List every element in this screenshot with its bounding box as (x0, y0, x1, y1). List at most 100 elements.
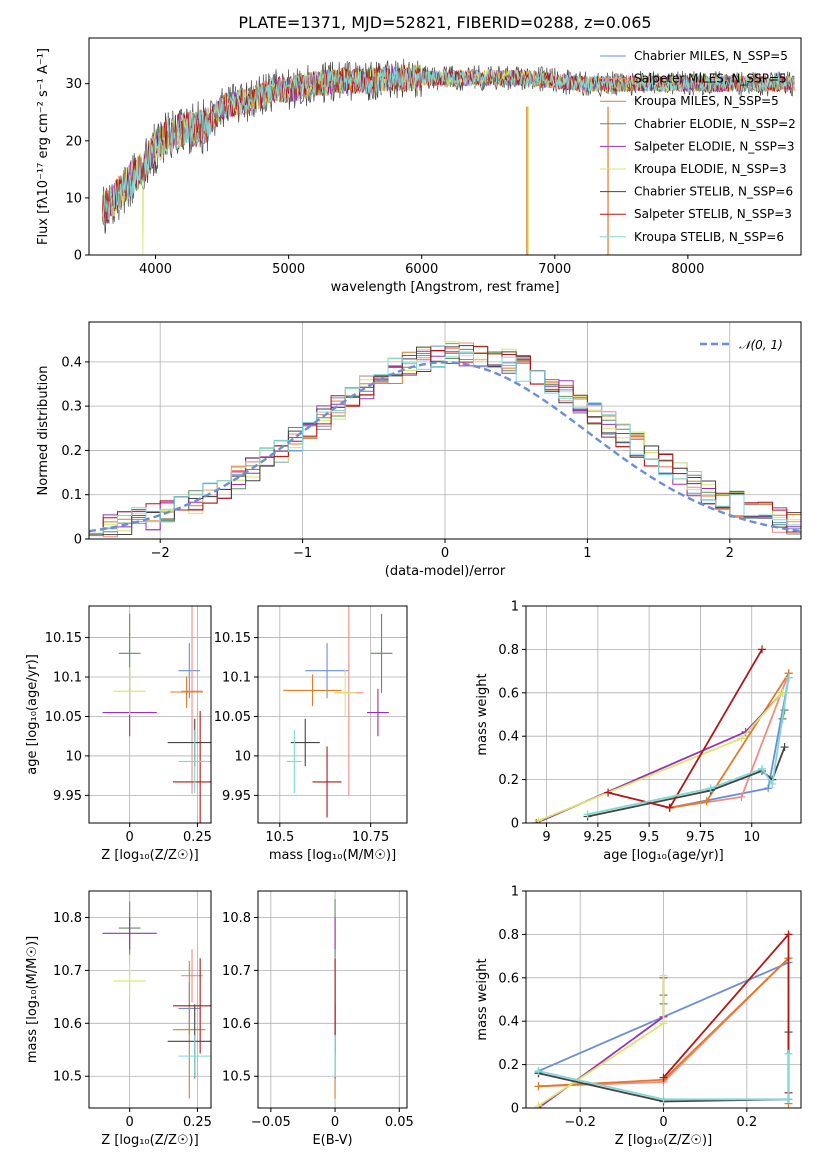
mass-weight-vs-age-panel: 9 9.25 9.5 9.75 10 0 0.2 0.4 0.6 0.8 1 age [log₁₀(a… (475, 600, 802, 863)
y-tick-label: 0.3 (61, 400, 82, 415)
mass-weight-marker (784, 1095, 793, 1104)
x-axis-label: E(B-V) (312, 1133, 352, 1148)
plot-area (532, 645, 793, 823)
mass-weight-marker (659, 1095, 668, 1104)
mass-weight-marker (665, 803, 674, 812)
y-tick-label: 0 (74, 533, 82, 548)
mass-weight-line-kroupa-stelib (538, 1053, 790, 1101)
plot-frame (88, 890, 212, 1109)
y-tick-label: 0.8 (498, 643, 519, 658)
plot-frame (88, 37, 802, 256)
mass-weight-marker (758, 764, 767, 773)
y-axis-label: mass weight (475, 673, 490, 755)
y-tick-label: 9.95 (53, 789, 82, 804)
x-tick-label: 10 (743, 830, 760, 845)
mass-weight-marker (737, 734, 746, 743)
plot-frame (257, 890, 408, 1109)
x-axis-label: wavelength [Angstrom, rest frame] (331, 280, 560, 295)
y-tick-label: 0.2 (498, 773, 519, 788)
y-tick-label: 10.8 (222, 911, 251, 926)
plot-frame (525, 890, 802, 1109)
y-tick-label: 10.05 (45, 710, 82, 725)
mass-weight-marker (534, 816, 543, 823)
x-tick-label: 5000 (272, 262, 305, 277)
y-tick-label: 10.05 (214, 710, 251, 725)
y-tick-label: 0.4 (61, 355, 82, 370)
x-axis-label: Z [log₁₀(Z/Z☉)] (615, 1133, 712, 1148)
spectrum-panel: 4000 5000 6000 7000 8000 0 10 20 30 wavelength [A… (36, 37, 802, 295)
y-tick-label: 1 (511, 600, 519, 615)
y-tick-label: 30 (65, 77, 82, 92)
x-tick-label: 0.05 (385, 1115, 414, 1130)
y-tick-label: 0.6 (498, 971, 519, 986)
y-tick-label: 1 (511, 885, 519, 900)
x-tick-label: 0 (659, 1115, 667, 1130)
x-tick-label: 0 (126, 830, 134, 845)
y-tick-label: 10.5 (222, 1070, 251, 1085)
x-tick-label: −2 (151, 546, 170, 561)
x-tick-label: −0.05 (251, 1115, 291, 1130)
y-tick-label: 10 (234, 749, 251, 764)
mass-weight-line-salpeter-elodie (535, 692, 784, 823)
x-axis-label: Z [log₁₀(Z/Z☉)] (101, 848, 198, 863)
age-vs-metallicity-panel: 0 0.25 9.95 10 10.05 10.1 10.15 Z [log₁₀(Z/Z☉)]… (25, 605, 212, 863)
mass-weight-line-salpeter-stelib (662, 932, 790, 1093)
mass-weight-marker (784, 673, 793, 682)
y-tick-label: 10.1 (53, 671, 82, 686)
x-tick-label: 0.25 (183, 830, 212, 845)
y-tick-label: 0.4 (498, 1015, 519, 1030)
y-tick-label: 9.95 (222, 789, 251, 804)
plot-frame (525, 605, 802, 824)
x-tick-label: 2 (726, 546, 734, 561)
x-tick-label: 9 (542, 830, 550, 845)
x-tick-label: 0.25 (183, 1115, 212, 1130)
mass-weight-marker (659, 1019, 668, 1028)
mass-weight-marker (659, 1073, 668, 1082)
y-axis-label: mass weight (475, 958, 490, 1040)
x-tick-label: 9.25 (583, 830, 612, 845)
mass-weight-marker (758, 645, 767, 654)
y-tick-label: 10 (65, 749, 82, 764)
legend-label: Chabrier ELODIE, N_SSP=2 (634, 117, 796, 131)
plot-frame (88, 605, 212, 824)
mass-weight-marker (706, 784, 715, 793)
mass-weight-marker (780, 743, 789, 752)
y-tick-label: 20 (65, 134, 82, 149)
mass-weight-marker (534, 1082, 543, 1091)
spectrum-line-kroupa-stelib (101, 65, 795, 221)
residual-histogram-chabrier-stelib (89, 345, 801, 536)
legend-label: Chabrier MILES, N_SSP=5 (634, 49, 788, 63)
mass-weight-marker (737, 792, 746, 801)
x-tick-label: 7000 (538, 262, 571, 277)
x-tick-label: 9.5 (639, 830, 660, 845)
x-tick-label: 0.2 (736, 1115, 757, 1130)
y-tick-label: 0 (511, 817, 519, 832)
mass-weight-line-salpeter-miles (669, 672, 790, 809)
mass-weight-marker (583, 810, 592, 819)
y-tick-label: 0.2 (498, 1058, 519, 1073)
y-tick-label: 10.5 (53, 1070, 82, 1085)
x-tick-label: −1 (293, 546, 312, 561)
mass-weight-marker (764, 784, 773, 793)
y-tick-label: 0 (74, 249, 82, 264)
mass-weight-marker (534, 1067, 543, 1076)
plot-area (89, 341, 801, 538)
legend-label: Kroupa MILES, N_SSP=5 (634, 94, 779, 108)
x-tick-label: 10.5 (265, 830, 294, 845)
y-tick-label: 10.15 (214, 631, 251, 646)
mass-vs-metallicity-panel: 0 0.25 10.5 10.6 10.7 10.8 Z [log₁₀(Z/Z☉)] mass… (25, 890, 212, 1148)
x-tick-label: 0 (331, 1115, 339, 1130)
plot-frame (257, 605, 408, 824)
plot-area (534, 930, 793, 1108)
x-axis-label: age [log₁₀(age/yr)] (603, 848, 724, 863)
y-tick-label: 10.7 (53, 964, 82, 979)
residuals-panel: −2 −1 0 1 2 0 0.1 0.2 0.3 0.4 (data-model)/error No… (36, 321, 802, 579)
mass-weight-line-kroupa-stelib (587, 677, 790, 816)
plot-frame (88, 321, 802, 540)
legend-label: Kroupa ELODIE, N_SSP=3 (634, 162, 787, 176)
x-tick-label: 10.75 (352, 830, 389, 845)
plot-area (102, 606, 211, 823)
mass-weight-marker (784, 1049, 793, 1058)
legend-label: Chabrier STELIB, N_SSP=6 (634, 185, 793, 199)
